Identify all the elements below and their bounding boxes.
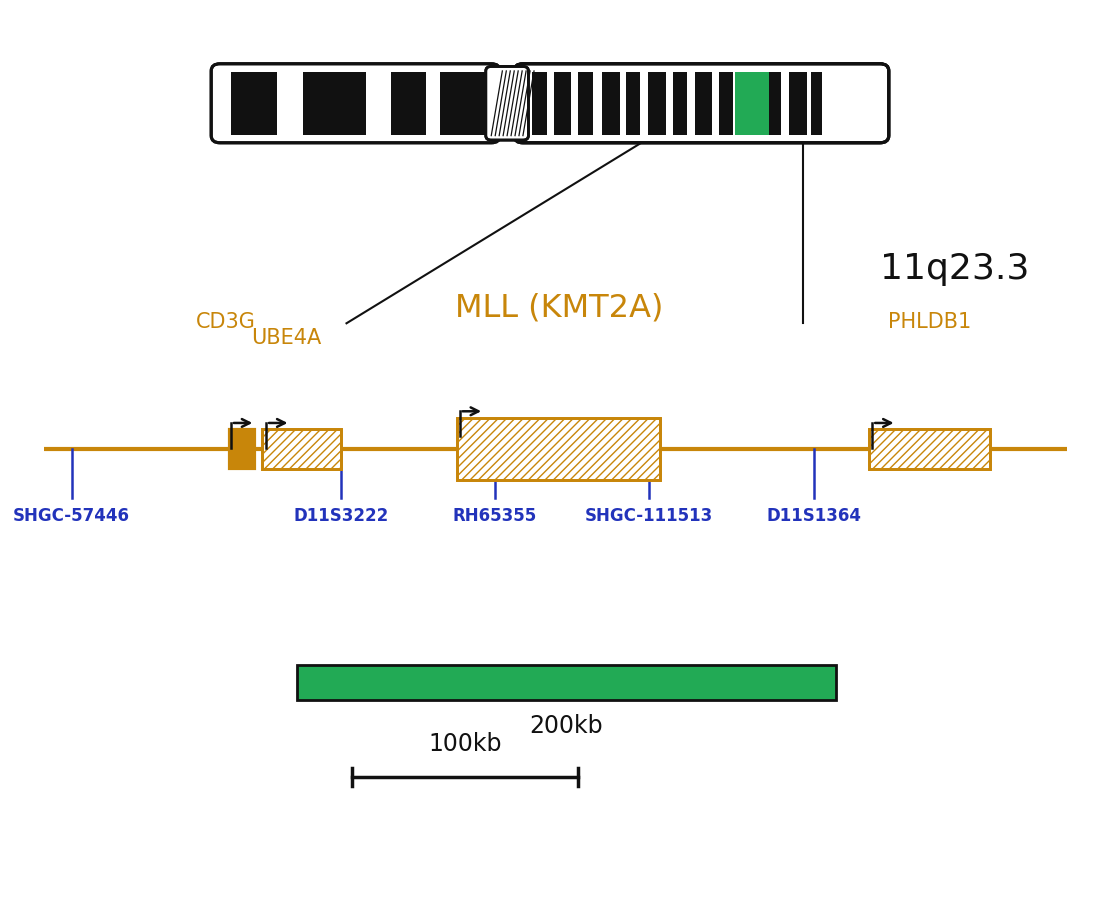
Bar	[440, 72, 490, 135]
Text: 100kb: 100kb	[428, 732, 502, 756]
Bar	[229, 429, 255, 469]
Bar	[694, 72, 712, 135]
Text: D11S1364: D11S1364	[767, 507, 861, 525]
Text: 200kb: 200kb	[530, 714, 603, 738]
Bar	[302, 72, 366, 135]
Bar	[456, 418, 660, 480]
Bar	[672, 72, 686, 135]
Text: PHLDB1: PHLDB1	[888, 313, 971, 332]
Bar	[456, 418, 660, 480]
Bar	[553, 72, 571, 135]
Bar	[869, 429, 990, 469]
Bar	[262, 429, 341, 469]
Bar	[262, 429, 341, 469]
Text: RH65355: RH65355	[453, 507, 537, 525]
Bar	[297, 665, 836, 700]
Text: 11q23.3: 11q23.3	[880, 252, 1030, 286]
Text: UBE4A: UBE4A	[251, 329, 321, 348]
Bar	[602, 72, 619, 135]
FancyBboxPatch shape	[211, 64, 500, 143]
Text: SHGC-57446: SHGC-57446	[13, 507, 130, 525]
Bar	[578, 72, 593, 135]
FancyBboxPatch shape	[486, 66, 528, 140]
Text: D11S3222: D11S3222	[294, 507, 388, 525]
Bar	[742, 72, 760, 135]
Bar	[231, 72, 277, 135]
Text: SHGC-111513: SHGC-111513	[585, 507, 713, 525]
Bar	[626, 72, 639, 135]
Bar	[229, 429, 255, 469]
Text: CD3G: CD3G	[196, 313, 255, 332]
Bar	[390, 72, 426, 135]
Bar	[789, 72, 806, 135]
Bar	[811, 72, 822, 135]
Bar	[531, 72, 547, 135]
Bar	[648, 72, 666, 135]
Bar	[718, 72, 733, 135]
Text: MLL (KMT2A): MLL (KMT2A)	[454, 292, 663, 323]
Bar	[767, 72, 781, 135]
FancyBboxPatch shape	[514, 64, 889, 143]
Bar	[735, 72, 769, 135]
Bar	[869, 429, 990, 469]
